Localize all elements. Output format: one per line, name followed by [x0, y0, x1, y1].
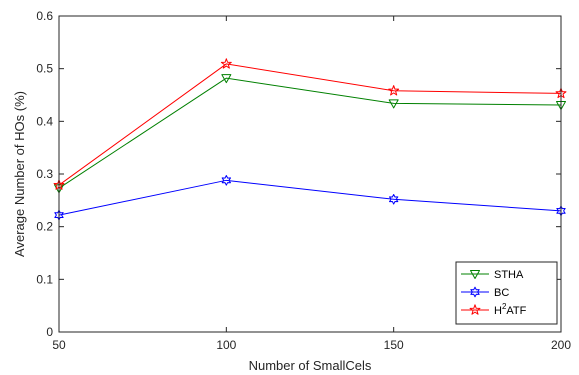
data-point-bc [221, 175, 231, 186]
x-tick-label: 50 [52, 338, 66, 352]
y-tick-label: 0.2 [36, 220, 53, 234]
y-tick-label: 0.1 [36, 272, 53, 286]
series-line-h2atf [58, 63, 562, 186]
data-point-stha [388, 99, 399, 109]
x-tick-label: 150 [384, 338, 404, 352]
legend-marker-stha [470, 270, 480, 279]
x-axis-title: Number of SmallCels [249, 358, 372, 373]
legend-marker-h2atf [469, 304, 481, 315]
y-axis-title: Average Number of HOs (%) [12, 91, 27, 257]
axes-layer: 50 100 150 200 0 0.1 0.2 0.3 0.4 0.5 0.6 [36, 9, 571, 352]
data-point-h2atf [388, 85, 400, 96]
legend-label-h2atf: H2ATF [494, 302, 527, 317]
x-tick-label: 100 [216, 338, 236, 352]
series-line-stha [58, 77, 562, 189]
legend: STHA BC H2ATF [455, 261, 558, 325]
y-tick-label: 0.3 [36, 167, 53, 181]
y-tick-label: 0.4 [36, 114, 53, 128]
legend-marker-bc [470, 286, 480, 298]
y-tick-label: 0.6 [36, 9, 53, 23]
series-line-bc [58, 179, 562, 216]
legend-label-bc: BC [494, 287, 509, 299]
legend-label-stha: STHA [494, 269, 524, 281]
data-point-h2atf [220, 58, 232, 69]
x-tick-label: 200 [551, 338, 571, 352]
data-point-stha [221, 74, 232, 84]
data-point-bc [389, 193, 399, 205]
y-tick-label: 0 [46, 325, 53, 339]
y-tick-label: 0.5 [36, 62, 53, 76]
